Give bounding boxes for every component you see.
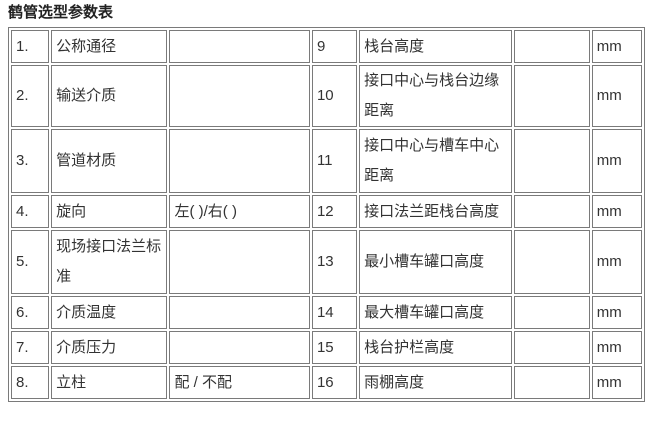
- param-value-left: 配 / 不配: [169, 366, 310, 399]
- param-label-left: 旋向: [51, 195, 168, 228]
- table-row: 2. 输送介质 10 接口中心与栈台边缘距离 mm: [11, 65, 642, 127]
- unit-cell: mm: [591, 195, 642, 228]
- param-value-right: [513, 331, 590, 364]
- unit-cell: mm: [591, 296, 642, 329]
- param-value-left: [169, 331, 310, 364]
- row-number-right: 15: [311, 331, 358, 364]
- param-value-left: [169, 30, 310, 63]
- param-value-left: [169, 296, 310, 329]
- unit-cell: mm: [591, 366, 642, 399]
- row-number-left: 1.: [11, 30, 50, 63]
- param-label-left: 管道材质: [51, 129, 168, 193]
- param-label-right: 雨棚高度: [359, 366, 512, 399]
- table-row: 3. 管道材质 11 接口中心与槽车中心距离 mm: [11, 129, 642, 193]
- param-value-left: [169, 129, 310, 193]
- param-label-right: 栈台高度: [359, 30, 512, 63]
- param-value-right: [513, 129, 590, 193]
- param-label-left: 现场接口法兰标准: [51, 230, 168, 294]
- table-row: 7. 介质压力 15 栈台护栏高度 mm: [11, 331, 642, 364]
- param-label-right: 接口法兰距栈台高度: [359, 195, 512, 228]
- param-value-right: [513, 30, 590, 63]
- table-row: 1. 公称通径 9 栈台高度 mm: [11, 30, 642, 63]
- param-label-left: 立柱: [51, 366, 168, 399]
- table-row: 5. 现场接口法兰标准 13 最小槽车罐口高度 mm: [11, 230, 642, 294]
- row-number-right: 9: [311, 30, 358, 63]
- param-value-left: 左( )/右( ): [169, 195, 310, 228]
- table-row: 6. 介质温度 14 最大槽车罐口高度 mm: [11, 296, 642, 329]
- table-row: 4. 旋向 左( )/右( ) 12 接口法兰距栈台高度 mm: [11, 195, 642, 228]
- row-number-right: 14: [311, 296, 358, 329]
- param-label-left: 介质温度: [51, 296, 168, 329]
- row-number-left: 7.: [11, 331, 50, 364]
- row-number-right: 13: [311, 230, 358, 294]
- page-title: 鹤管选型参数表: [8, 4, 114, 21]
- row-number-left: 4.: [11, 195, 50, 228]
- unit-cell: mm: [591, 30, 642, 63]
- param-value-right: [513, 65, 590, 127]
- param-value-right: [513, 366, 590, 399]
- row-number-right: 16: [311, 366, 358, 399]
- unit-cell: mm: [591, 230, 642, 294]
- row-number-right: 10: [311, 65, 358, 127]
- param-label-right: 最小槽车罐口高度: [359, 230, 512, 294]
- param-value-left: [169, 230, 310, 294]
- row-number-right: 12: [311, 195, 358, 228]
- unit-cell: mm: [591, 65, 642, 127]
- row-number-left: 8.: [11, 366, 50, 399]
- unit-cell: mm: [591, 331, 642, 364]
- row-number-right: 11: [311, 129, 358, 193]
- param-label-left: 输送介质: [51, 65, 168, 127]
- row-number-left: 3.: [11, 129, 50, 193]
- param-label-right: 接口中心与槽车中心距离: [359, 129, 512, 193]
- table-row: 8. 立柱 配 / 不配 16 雨棚高度 mm: [11, 366, 642, 399]
- param-label-left: 介质压力: [51, 331, 168, 364]
- param-label-right: 栈台护栏高度: [359, 331, 512, 364]
- param-value-right: [513, 195, 590, 228]
- param-value-right: [513, 230, 590, 294]
- row-number-left: 5.: [11, 230, 50, 294]
- param-label-right: 接口中心与栈台边缘距离: [359, 65, 512, 127]
- row-number-left: 6.: [11, 296, 50, 329]
- param-value-left: [169, 65, 310, 127]
- row-number-left: 2.: [11, 65, 50, 127]
- param-label-left: 公称通径: [51, 30, 168, 63]
- param-label-right: 最大槽车罐口高度: [359, 296, 512, 329]
- parameter-table: 1. 公称通径 9 栈台高度 mm 2. 输送介质 10 接口中心与栈台边缘距离…: [8, 27, 645, 402]
- unit-cell: mm: [591, 129, 642, 193]
- param-value-right: [513, 296, 590, 329]
